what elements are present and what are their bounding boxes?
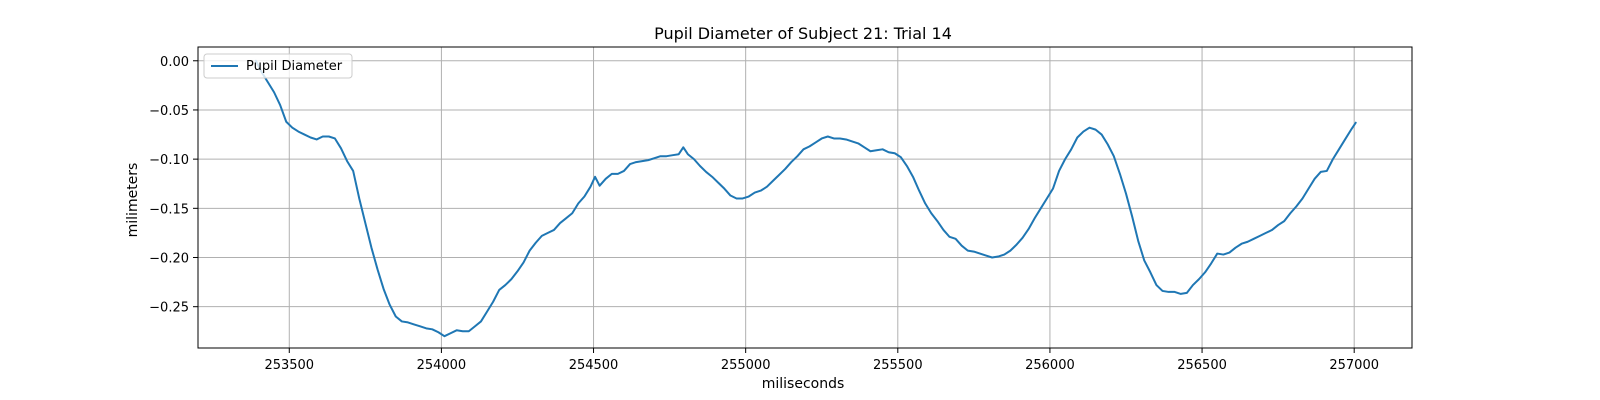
x-axis-label: miliseconds	[762, 376, 845, 392]
y-tick-label: −0.05	[149, 104, 189, 119]
grid	[198, 47, 1412, 348]
chart-title: Pupil Diameter of Subject 21: Trial 14	[654, 24, 952, 43]
legend-box	[203, 53, 353, 79]
x-tick-label: 253500	[264, 358, 314, 373]
series-layer	[254, 59, 1357, 338]
x-tick-label: 254000	[417, 358, 467, 373]
y-axis-label: milimeters	[125, 163, 141, 238]
x-tick-label: 255000	[721, 358, 771, 373]
x-tick-label: 257000	[1329, 358, 1379, 373]
x-tick-label: 254500	[569, 358, 619, 373]
legend-label: Pupil Diameter	[246, 59, 343, 74]
legend: Pupil Diameter	[203, 53, 353, 79]
y-tick-label: −0.20	[149, 252, 189, 267]
x-tick-label: 256000	[1025, 358, 1075, 373]
y-tick-label: 0.00	[160, 55, 189, 70]
y-tick-label: −0.15	[149, 202, 189, 217]
plot-frame	[197, 46, 1413, 349]
y-axis-ticks: 0.00 −0.05 −0.10 −0.15 −0.20 −0.25	[149, 55, 198, 316]
x-axis-ticks: 253500 254000 254500 255000 255500 256000 2565…	[264, 348, 1379, 373]
x-tick-label: 255500	[873, 358, 923, 373]
y-tick-label: −0.25	[149, 301, 189, 316]
y-tick-label: −0.10	[149, 153, 189, 168]
series-line-pupil-diameter	[254, 59, 1357, 338]
x-tick-label: 256500	[1177, 358, 1227, 373]
